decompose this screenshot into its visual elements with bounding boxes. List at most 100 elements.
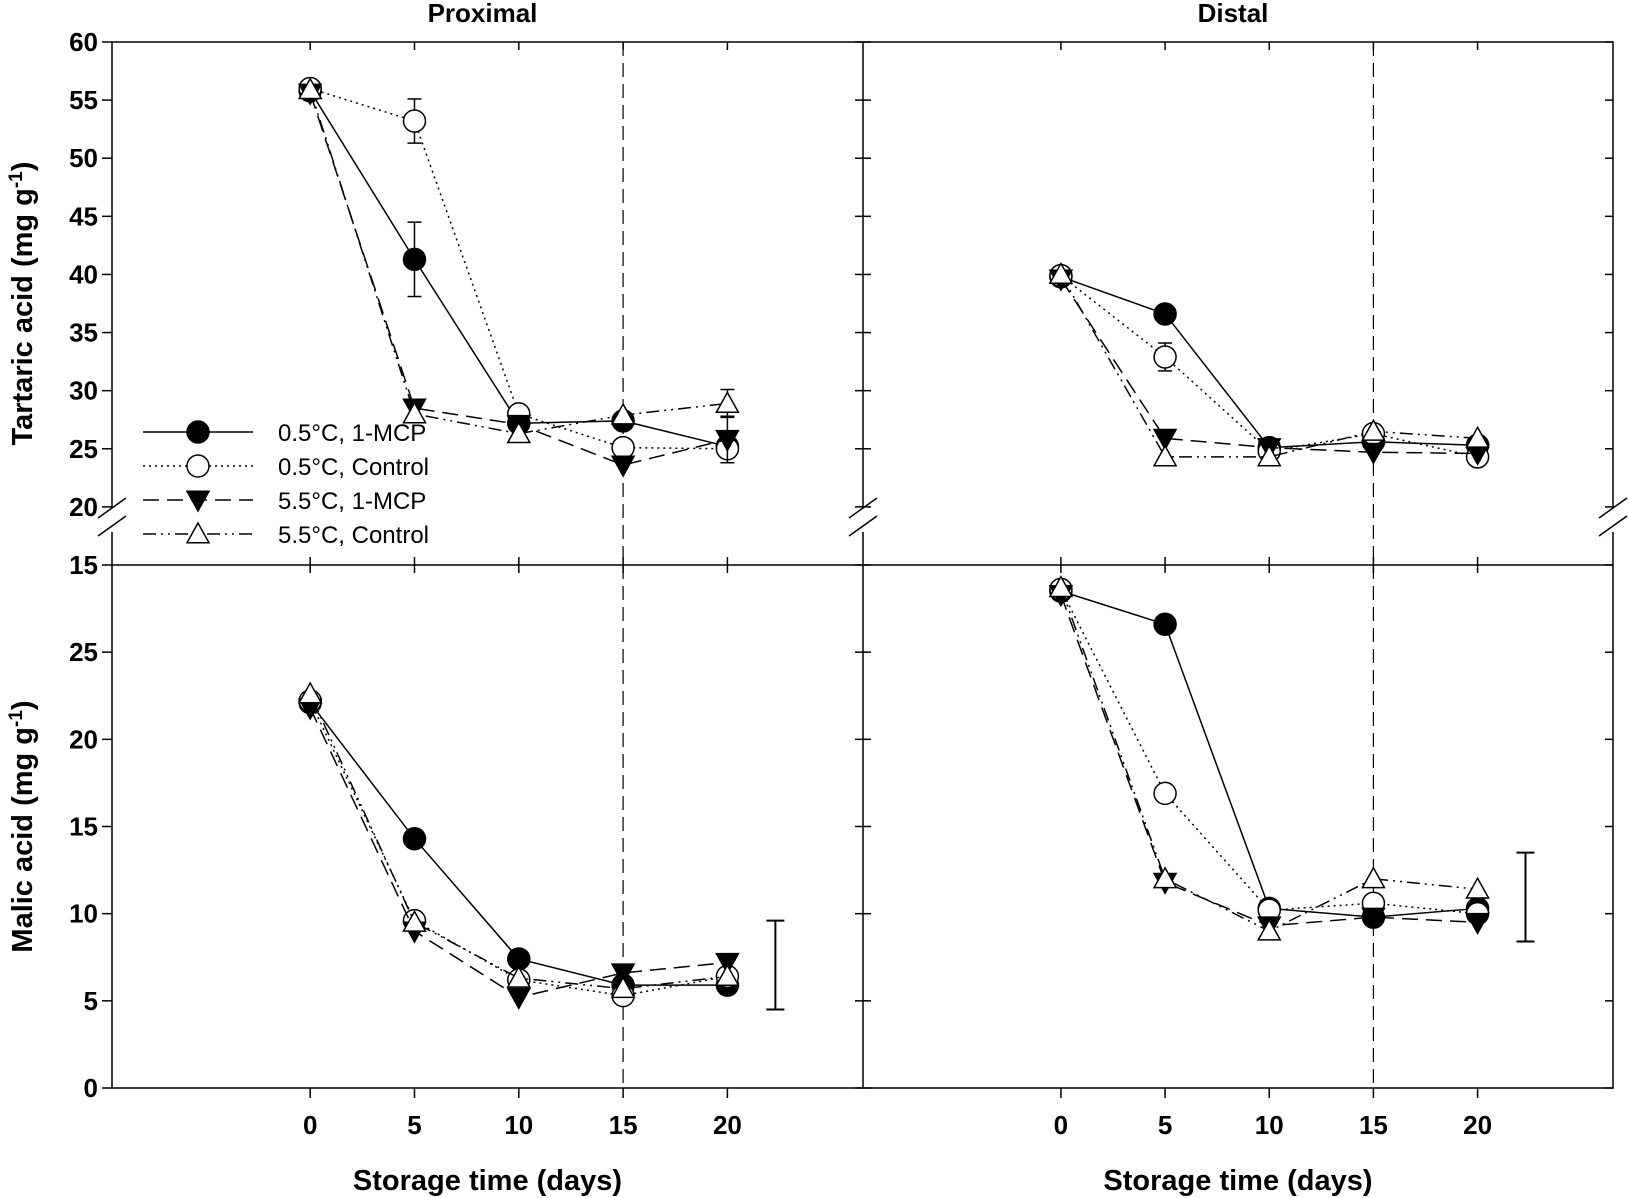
- x-tick-label: 10: [1255, 1110, 1284, 1140]
- panel-distal-tartaric-series-1-point: [1153, 302, 1177, 326]
- panel-distal-malic-series-4-point: [1256, 918, 1282, 941]
- y-tick-label: 50: [69, 143, 98, 173]
- legend-item-1-label: 0.5°C, 1-MCP: [278, 420, 426, 447]
- panel-distal-malic-series-3-point: [1465, 912, 1490, 935]
- x-tick-label: 20: [1463, 1110, 1492, 1140]
- panel-distal-malic-series-4-point: [1048, 575, 1074, 598]
- axis-break-mark: [97, 497, 127, 519]
- y-tick-label: 60: [69, 27, 98, 57]
- x-axis-title-proximal: Storage time (days): [353, 1165, 622, 1197]
- panel-distal-tartaric-series-4-point: [1152, 444, 1178, 467]
- panel-distal-tartaric-series-1-line: [1060, 276, 1478, 449]
- panel-proximal-tartaric-series-1-point: [402, 247, 427, 272]
- panel-distal-malic-series-4-point: [1465, 876, 1490, 899]
- panel-distal-malic-series-4-point: [1152, 866, 1178, 889]
- axis-break-gap: [1603, 508, 1623, 532]
- panel-proximal-malic-series-3-point: [715, 952, 740, 976]
- panel-distal-tartaric-series-4-point: [1048, 261, 1074, 284]
- panel-proximal-tartaric-series-4-point: [610, 402, 636, 425]
- panel-distal-tartaric-series-2-line: [1060, 275, 1478, 458]
- y-tick-label: 5: [84, 986, 98, 1016]
- panel-distal-tartaric-series-4-line: [1060, 274, 1478, 458]
- y-tick-label: 45: [69, 201, 98, 231]
- y-tick-label: 25: [69, 434, 98, 464]
- y-tick-label: 15: [69, 812, 98, 842]
- panel-proximal-malic-series-3-point: [506, 987, 532, 1010]
- legend-item-2-marker: [186, 454, 210, 478]
- legend-item-4-label: 5.5°C, Control: [278, 522, 429, 549]
- panel-proximal-malic-series-4-point: [506, 965, 532, 988]
- x-tick-label: 20: [713, 1110, 742, 1140]
- panel-proximal-malic-series-3-point: [610, 963, 636, 986]
- x-tick-label: 0: [303, 1110, 317, 1140]
- legend-item-3-label: 5.5°C, 1-MCP: [278, 488, 426, 515]
- panel-proximal-malic-series-4-point: [715, 963, 740, 986]
- panel-proximal-tartaric-series-4-point: [402, 401, 427, 424]
- panel-distal-malic-series-1-point: [1153, 612, 1177, 637]
- panel-proximal-tartaric-series-2-point: [402, 109, 427, 133]
- panel-proximal-tartaric-series-3-point: [610, 455, 636, 478]
- panel-title-distal: Distal: [1198, 0, 1269, 28]
- x-axis-title-distal: Storage time (days): [1103, 1165, 1372, 1197]
- panel-distal-tartaric-series-2-point: [1153, 345, 1177, 369]
- legend-item-3-marker: [185, 490, 211, 513]
- x-tick-label: 10: [504, 1110, 533, 1140]
- legend-item-4-marker: [185, 521, 211, 544]
- panel-proximal-malic-series-4-point: [402, 909, 427, 932]
- panel-proximal-malic-series-4-point: [610, 976, 636, 999]
- panel-proximal-tartaric-series-4-point: [506, 421, 532, 444]
- axis-break-mark: [1598, 497, 1628, 519]
- axis-break-mark: [97, 515, 127, 537]
- y-axis-title-tartaric: Tartaric acid (mg g-1): [6, 162, 40, 446]
- y-tick-label: 15: [69, 550, 98, 580]
- y-tick-label: 10: [69, 899, 98, 929]
- panel-proximal-tartaric-series-4-point: [715, 390, 740, 414]
- panel-proximal-malic-series-4-point: [297, 681, 323, 704]
- axis-break-mark: [848, 497, 878, 519]
- panel-distal-malic-series-3-point: [1361, 907, 1386, 930]
- x-tick-label: 15: [609, 1110, 638, 1140]
- panel-distal-malic-series-2-line: [1060, 589, 1478, 915]
- axis-break-mark: [1598, 515, 1628, 537]
- y-tick-label: 55: [69, 85, 98, 115]
- panel-proximal-tartaric-series-3-point: [715, 429, 740, 453]
- y-tick-label: 40: [69, 259, 98, 289]
- panel-distal-tartaric-series-4-point: [1465, 425, 1490, 448]
- panel-proximal-malic-series-4-line: [309, 693, 728, 990]
- y-tick-label: 25: [69, 637, 98, 667]
- legend-item-1-marker: [186, 420, 210, 444]
- panel-distal-tartaric-series-3-point: [1361, 442, 1386, 465]
- x-tick-label: 5: [1158, 1110, 1172, 1140]
- y-tick-label: 20: [69, 492, 98, 522]
- x-tick-label: 5: [407, 1110, 421, 1140]
- axis-break-gap: [853, 508, 873, 532]
- axis-break-mark: [848, 515, 878, 537]
- legend-item-2-label: 0.5°C, Control: [278, 454, 429, 481]
- panel-proximal-tartaric-series-2-line: [309, 87, 728, 450]
- y-tick-label: 30: [69, 376, 98, 406]
- panel-distal-malic-series-2-point: [1153, 781, 1177, 806]
- panel-distal-malic-series-3-line: [1060, 594, 1478, 927]
- panel-proximal-malic-series-1-line: [309, 702, 728, 986]
- panel-distal-tartaric-series-3-line: [1060, 278, 1478, 455]
- x-tick-label: 0: [1054, 1110, 1068, 1140]
- axis-break-gap: [102, 508, 122, 532]
- panel-distal-malic-series-1-line: [1060, 590, 1478, 918]
- y-tick-label: 0: [84, 1073, 98, 1103]
- panel-distal-tartaric-series-4-point: [1256, 444, 1282, 467]
- panel-distal-tartaric-series-4-point: [1361, 418, 1386, 441]
- panel-proximal-tartaric-series-1-line: [309, 90, 728, 448]
- panel-proximal-tartaric-series-4-line: [309, 89, 728, 435]
- y-tick-label: 35: [69, 318, 98, 348]
- y-axis-title-malic: Malic acid (mg g-1): [6, 700, 40, 952]
- panel-title-proximal: Proximal: [428, 0, 538, 28]
- panel-distal-malic-series-4-point: [1361, 866, 1386, 889]
- panel-proximal-malic-series-1-point: [402, 826, 427, 851]
- panel-distal-malic-series-4-line: [1060, 587, 1478, 932]
- panel-distal-tartaric-series-3-point: [1152, 428, 1178, 451]
- y-tick-label: 20: [69, 724, 98, 754]
- x-tick-label: 15: [1359, 1110, 1388, 1140]
- panel-proximal-tartaric-series-2-point: [611, 435, 635, 460]
- panel-proximal-tartaric-series-4-point: [297, 77, 323, 100]
